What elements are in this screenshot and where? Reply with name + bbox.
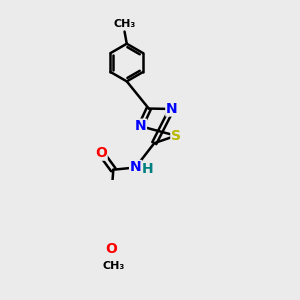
Text: N: N xyxy=(135,119,146,133)
Text: CH₃: CH₃ xyxy=(113,19,136,29)
Text: N: N xyxy=(130,160,141,175)
Text: S: S xyxy=(171,129,181,143)
Text: H: H xyxy=(142,162,153,176)
Text: O: O xyxy=(95,146,107,160)
Text: N: N xyxy=(166,102,178,116)
Text: CH₃: CH₃ xyxy=(102,261,124,271)
Text: O: O xyxy=(105,242,117,256)
